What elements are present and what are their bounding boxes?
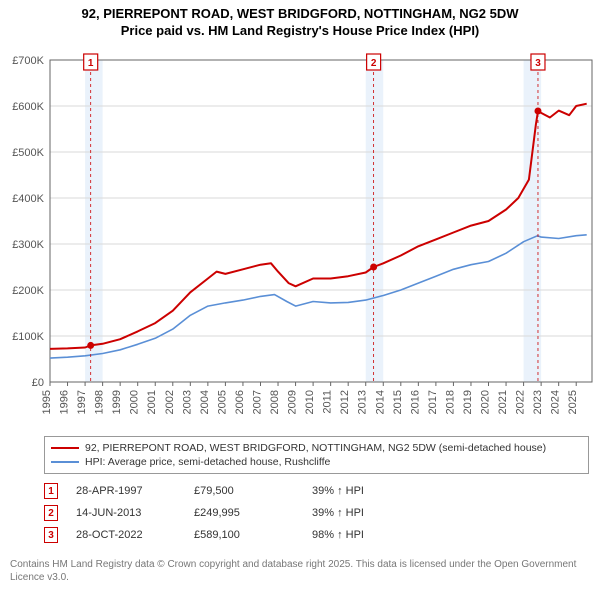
x-tick-label: 2010 [304, 390, 316, 414]
x-tick-label: 2014 [374, 390, 386, 414]
x-tick-label: 2002 [164, 390, 176, 414]
x-tick-label: 2006 [234, 390, 246, 414]
x-tick-label: 2011 [322, 390, 334, 414]
x-tick-label: 2023 [532, 390, 544, 414]
footer-attribution: Contains HM Land Registry data © Crown c… [10, 559, 590, 584]
legend-swatch [51, 447, 79, 449]
y-tick-label: £500K [12, 147, 44, 159]
y-tick-label: £400K [12, 193, 44, 205]
x-tick-label: 2003 [181, 390, 193, 414]
x-tick-label: 1999 [111, 390, 123, 414]
x-tick-label: 2012 [339, 390, 351, 414]
x-tick-label: 2004 [199, 390, 211, 414]
event-hpi: 39% ↑ HPI [312, 485, 432, 497]
x-tick-label: 1995 [41, 390, 53, 414]
y-tick-label: £300K [12, 239, 44, 251]
x-tick-label: 1996 [59, 390, 71, 414]
event-hpi: 98% ↑ HPI [312, 529, 432, 541]
marker-label: 2 [371, 58, 377, 69]
x-tick-label: 2013 [357, 390, 369, 414]
event-marker: 3 [44, 527, 58, 543]
x-tick-label: 2020 [480, 390, 492, 414]
y-tick-label: £100K [12, 331, 44, 343]
x-tick-label: 2016 [409, 390, 421, 414]
marker-label: 3 [535, 58, 541, 69]
x-tick-label: 2019 [462, 390, 474, 414]
y-tick-label: £600K [12, 101, 44, 113]
event-row: 1 28-APR-1997 £79,500 39% ↑ HPI [44, 480, 589, 502]
events-table: 1 28-APR-1997 £79,500 39% ↑ HPI 2 14-JUN-2013… [44, 480, 589, 546]
sale-point [87, 342, 94, 349]
x-tick-label: 2021 [497, 390, 509, 414]
event-price: £79,500 [194, 485, 294, 497]
x-tick-label: 2018 [444, 390, 456, 414]
x-tick-label: 2022 [515, 390, 527, 414]
chart-container: 92, PIERREPONT ROAD, WEST BRIDGFORD, NOT… [0, 0, 600, 590]
title-line-2: Price paid vs. HM Land Registry's House … [0, 23, 600, 40]
sale-point [370, 264, 377, 271]
legend-swatch [51, 461, 79, 463]
x-tick-label: 2024 [550, 390, 562, 414]
x-tick-label: 2017 [427, 390, 439, 414]
x-tick-label: 2007 [251, 390, 263, 414]
marker-label: 1 [88, 58, 94, 69]
shaded-year [85, 60, 103, 382]
chart-area: £0 £100K £200K £300K £400K £500K £600K £700K 199… [0, 50, 600, 430]
sale-point [534, 108, 541, 115]
x-tick-label: 2025 [567, 390, 579, 414]
event-date: 14-JUN-2013 [76, 507, 176, 519]
event-hpi: 39% ↑ HPI [312, 507, 432, 519]
legend-row: HPI: Average price, semi-detached house,… [51, 455, 582, 469]
x-tick-label: 2005 [216, 390, 228, 414]
x-tick-label: 2015 [392, 390, 404, 414]
event-price: £249,995 [194, 507, 294, 519]
y-tick-label: £700K [12, 55, 44, 67]
event-marker: 1 [44, 483, 58, 499]
legend-row: 92, PIERREPONT ROAD, WEST BRIDGFORD, NOT… [51, 441, 582, 455]
event-date: 28-OCT-2022 [76, 529, 176, 541]
chart-svg: £0 £100K £200K £300K £400K £500K £600K £700K 199… [0, 50, 600, 430]
x-tick-label: 2001 [146, 390, 158, 414]
y-tick-label: £0 [32, 377, 44, 389]
shaded-year [366, 60, 384, 382]
x-tick-label: 2008 [269, 390, 281, 414]
x-tick-label: 1998 [94, 390, 106, 414]
x-tick-label: 2000 [129, 390, 141, 414]
legend: 92, PIERREPONT ROAD, WEST BRIDGFORD, NOT… [44, 436, 589, 474]
chart-title: 92, PIERREPONT ROAD, WEST BRIDGFORD, NOT… [0, 0, 600, 40]
event-date: 28-APR-1997 [76, 485, 176, 497]
x-tick-label: 2009 [287, 390, 299, 414]
x-tick-label: 1997 [76, 390, 88, 414]
event-marker: 2 [44, 505, 58, 521]
event-row: 2 14-JUN-2013 £249,995 39% ↑ HPI [44, 502, 589, 524]
y-tick-label: £200K [12, 285, 44, 297]
legend-label: HPI: Average price, semi-detached house,… [85, 456, 330, 468]
event-price: £589,100 [194, 529, 294, 541]
legend-label: 92, PIERREPONT ROAD, WEST BRIDGFORD, NOT… [85, 442, 546, 454]
title-line-1: 92, PIERREPONT ROAD, WEST BRIDGFORD, NOT… [0, 6, 600, 23]
event-row: 3 28-OCT-2022 £589,100 98% ↑ HPI [44, 524, 589, 546]
